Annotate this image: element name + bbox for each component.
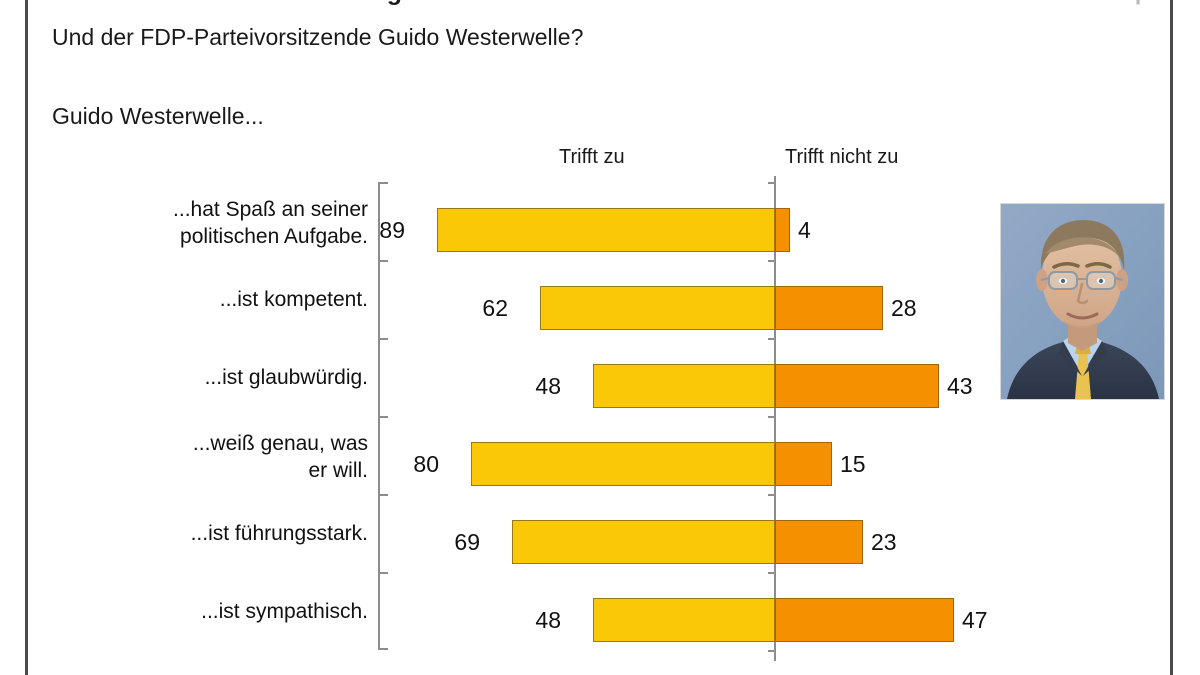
value-negative: 47 [962, 607, 988, 633]
value-positive: 89 [379, 217, 405, 243]
value-negative: 4 [798, 217, 811, 243]
row-label: ...ist führungsstark. [48, 520, 368, 547]
value-positive: 69 [454, 529, 480, 555]
row-label: ...ist glaubwürdig. [48, 364, 368, 391]
axis-tick-5 [768, 494, 776, 496]
question-text: Und der FDP-Parteivorsitzende Guido West… [52, 24, 584, 50]
page-frame-right-rule [1170, 0, 1173, 675]
value-negative: 43 [947, 373, 973, 399]
bar-positive [512, 520, 775, 564]
category-tick-3 [378, 416, 388, 418]
leadin-text: Guido Westerwelle... [52, 103, 264, 129]
bar-negative [775, 598, 954, 642]
column-header-positive: Trifft zu [559, 146, 625, 168]
portrait-photo-graphic [1001, 204, 1164, 399]
row-label: ...hat Spaß an seiner politischen Aufgab… [48, 196, 368, 250]
portrait-photo [1000, 203, 1165, 400]
row-label-line1: ...ist sympathisch. [201, 600, 368, 623]
row-label-line1: ...ist kompetent. [219, 288, 368, 311]
category-tick-2 [378, 338, 388, 340]
category-tick-1 [378, 260, 388, 262]
value-negative: 23 [871, 529, 897, 555]
row-label-line1: ...ist glaubwürdig. [204, 366, 368, 389]
value-negative: 28 [891, 295, 917, 321]
bar-negative [775, 442, 832, 486]
brand-logo: infratest dimap [988, 0, 1149, 6]
page-frame-left-rule [25, 0, 28, 675]
bar-positive [471, 442, 775, 486]
axis-tick-4 [768, 416, 776, 418]
row-label-line1: ...ist führungsstark. [190, 522, 368, 545]
axis-tick-7 [768, 650, 776, 652]
bar-negative [775, 364, 939, 408]
row-label-line1: ...hat Spaß an seiner [173, 198, 368, 221]
value-negative: 15 [840, 451, 866, 477]
value-positive: 62 [482, 295, 508, 321]
page-title: ARD-DeutschlandTREND: Eigenschaften West… [54, 0, 681, 7]
bar-negative [775, 286, 883, 330]
bar-positive [593, 364, 775, 408]
category-tick-5 [378, 572, 388, 574]
category-tick-4 [378, 494, 388, 496]
row-label: ...ist kompetent. [48, 286, 368, 313]
zero-axis-line [774, 176, 776, 661]
bar-negative [775, 208, 790, 252]
row-label-line2: politischen Aufgabe. [180, 225, 368, 248]
bar-positive [437, 208, 775, 252]
title-band: ARD-DeutschlandTREND: Eigenschaften West… [28, 0, 1170, 18]
row-label-line1: ...weiß genau, was [192, 432, 368, 455]
bar-negative [775, 520, 863, 564]
axis-tick-3 [768, 338, 776, 340]
axis-tick-2 [768, 260, 776, 262]
row-label: ...weiß genau, was er will. [48, 430, 368, 484]
row-label: ...ist sympathisch. [48, 598, 368, 625]
bar-positive [593, 598, 775, 642]
row-label-line2: er will. [308, 459, 368, 482]
value-positive: 48 [535, 373, 561, 399]
axis-tick-1 [768, 182, 776, 184]
value-positive: 48 [535, 607, 561, 633]
column-header-negative: Trifft nicht zu [785, 146, 899, 168]
axis-tick-6 [768, 572, 776, 574]
value-positive: 80 [413, 451, 439, 477]
bar-positive [540, 286, 775, 330]
